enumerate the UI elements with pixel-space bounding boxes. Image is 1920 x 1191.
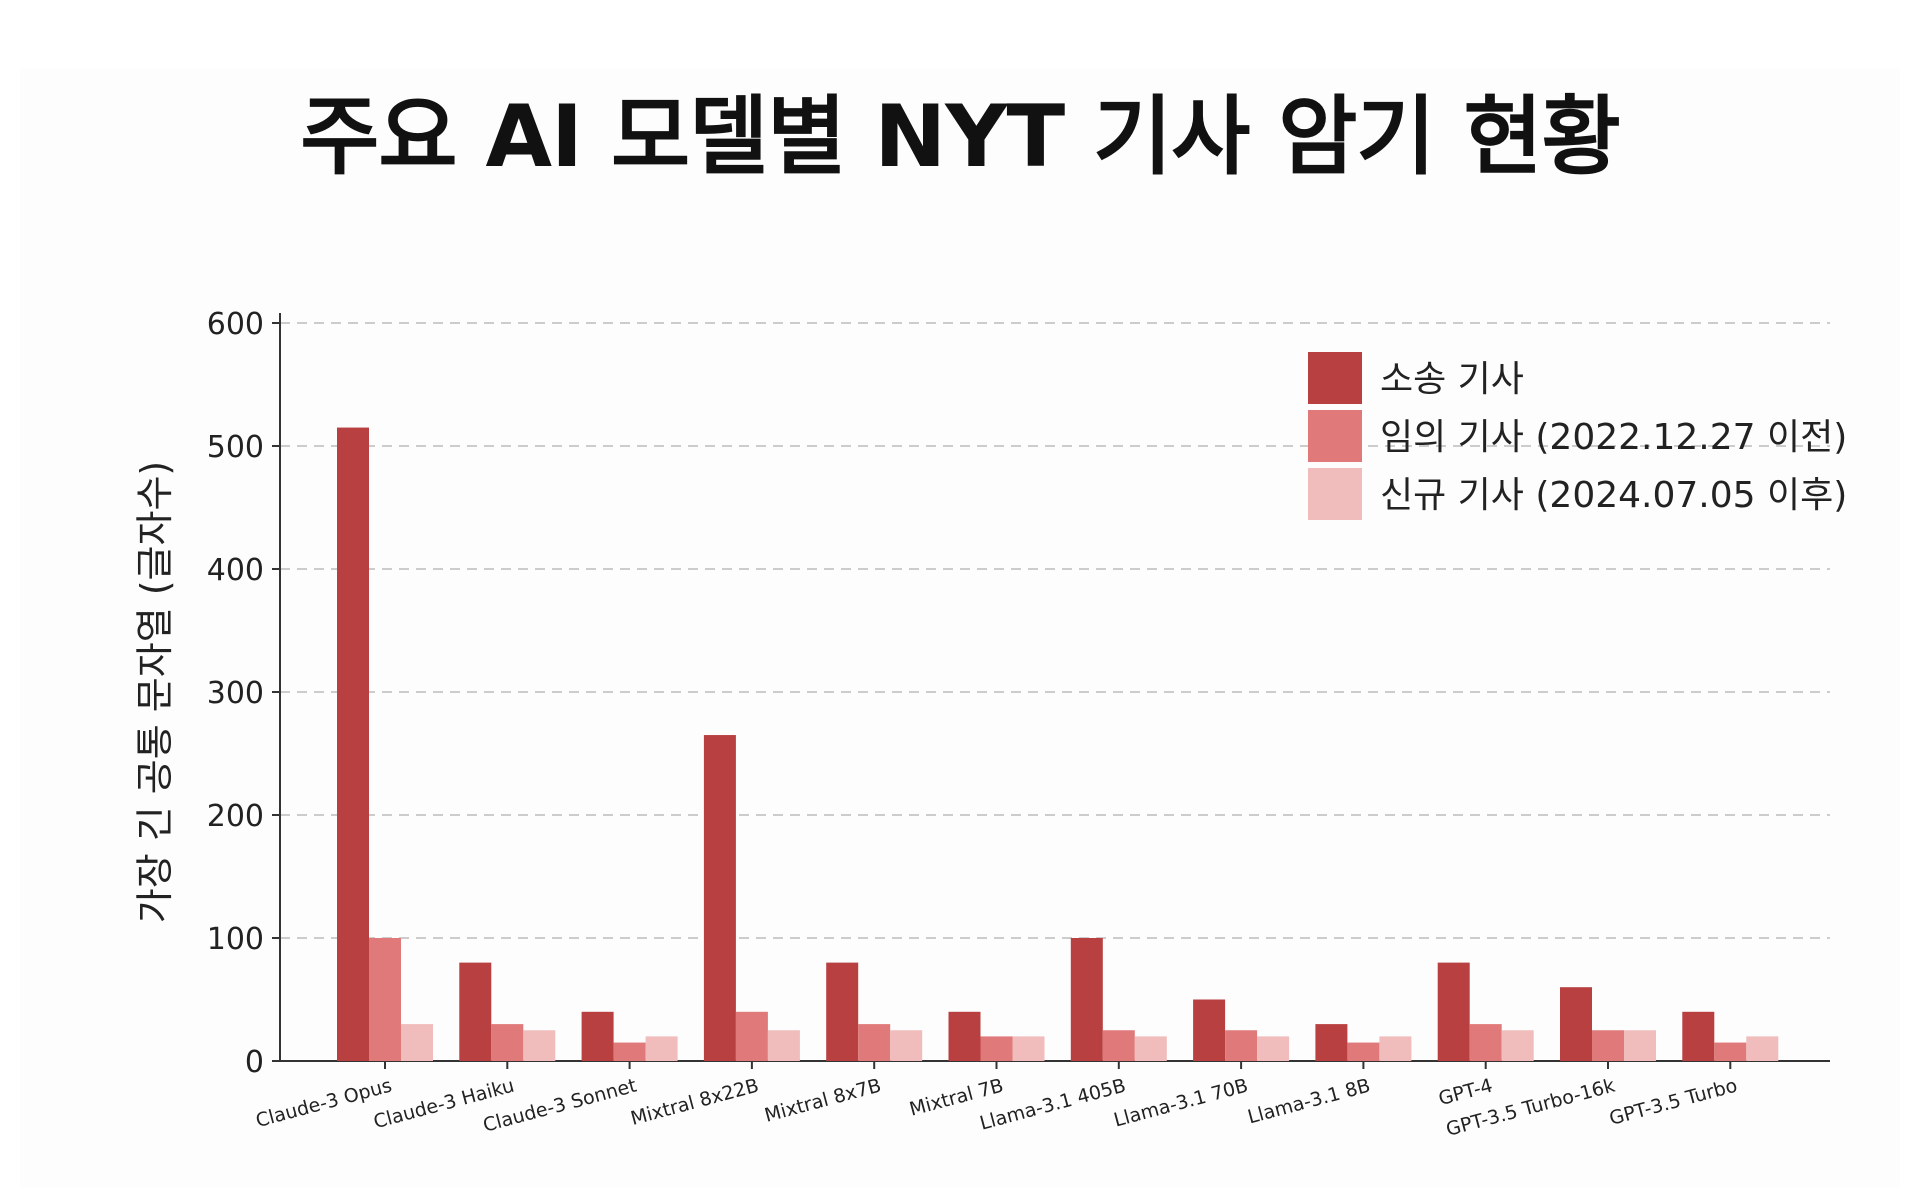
bar-1 (1682, 1011, 1715, 1061)
legend-swatch (1308, 352, 1362, 404)
bar-3 (523, 1030, 556, 1061)
y-tick-label: 600 (207, 307, 264, 342)
bar-2 (613, 1042, 646, 1061)
bar-1 (459, 962, 492, 1061)
x-tick-label: GPT-4 (1436, 1075, 1495, 1110)
bar-2 (369, 938, 401, 1061)
x-tick-label: GPT-3.5 Turbo (1607, 1075, 1740, 1130)
bar-2 (1347, 1042, 1380, 1061)
bar-1 (948, 1011, 981, 1061)
x-tick-label: Llama-3.1 8B (1245, 1075, 1372, 1129)
bar-3 (645, 1036, 678, 1061)
bar-1 (703, 735, 736, 1061)
legend-label: 소송 기사 (1380, 359, 1524, 400)
bar-2 (1592, 1030, 1624, 1061)
x-tick-label: Mixtral 8x22B (628, 1075, 761, 1130)
bar-2 (858, 1024, 891, 1061)
bar-3 (890, 1030, 923, 1061)
bar-3 (1379, 1036, 1412, 1061)
bar-2 (1225, 1030, 1258, 1061)
x-tick-label: Mixtral 8x7B (762, 1075, 883, 1127)
x-tick-label: Llama-3.1 70B (1111, 1075, 1250, 1132)
bar-2 (491, 1024, 524, 1061)
bar-3 (1624, 1030, 1656, 1061)
y-tick-label: 200 (207, 799, 264, 834)
legend-label: 임의 기사 (2022.12.27 이전) (1380, 417, 1847, 458)
bar-2 (1469, 1024, 1502, 1061)
legend-swatch (1308, 410, 1362, 462)
bar-1 (1193, 999, 1226, 1061)
bar-1 (581, 1011, 614, 1061)
bar-1 (1560, 987, 1592, 1061)
legend-label: 신규 기사 (2024.07.05 이후) (1380, 475, 1847, 516)
bar-3 (1134, 1036, 1167, 1061)
x-tick-label: Claude-3 Opus (253, 1075, 394, 1132)
bar-2 (1102, 1030, 1135, 1061)
bar-1 (1315, 1024, 1348, 1061)
bar-3 (767, 1030, 800, 1061)
bar-2 (735, 1011, 768, 1061)
bar-3 (1501, 1030, 1534, 1061)
bar-1 (1070, 938, 1103, 1061)
bar-2 (1714, 1042, 1747, 1061)
bar-3 (1012, 1036, 1045, 1061)
bar-3 (1746, 1036, 1779, 1061)
bar-3 (1257, 1036, 1290, 1061)
bar-1 (337, 427, 369, 1061)
y-tick-label: 0 (245, 1045, 264, 1080)
y-tick-label: 400 (207, 553, 264, 588)
bar-1 (1437, 962, 1470, 1061)
chart-title: 주요 AI 모델별 NYT 기사 암기 현황 (300, 87, 1620, 187)
bar-1 (826, 962, 859, 1061)
y-tick-label: 500 (207, 430, 264, 465)
bar-2 (980, 1036, 1013, 1061)
y-axis-label: 가장 긴 공통 문자열 (글자수) (133, 461, 177, 924)
legend-swatch (1308, 468, 1362, 520)
y-tick-label: 300 (207, 676, 264, 711)
bar-3 (401, 1024, 433, 1061)
y-tick-label: 100 (207, 922, 264, 957)
